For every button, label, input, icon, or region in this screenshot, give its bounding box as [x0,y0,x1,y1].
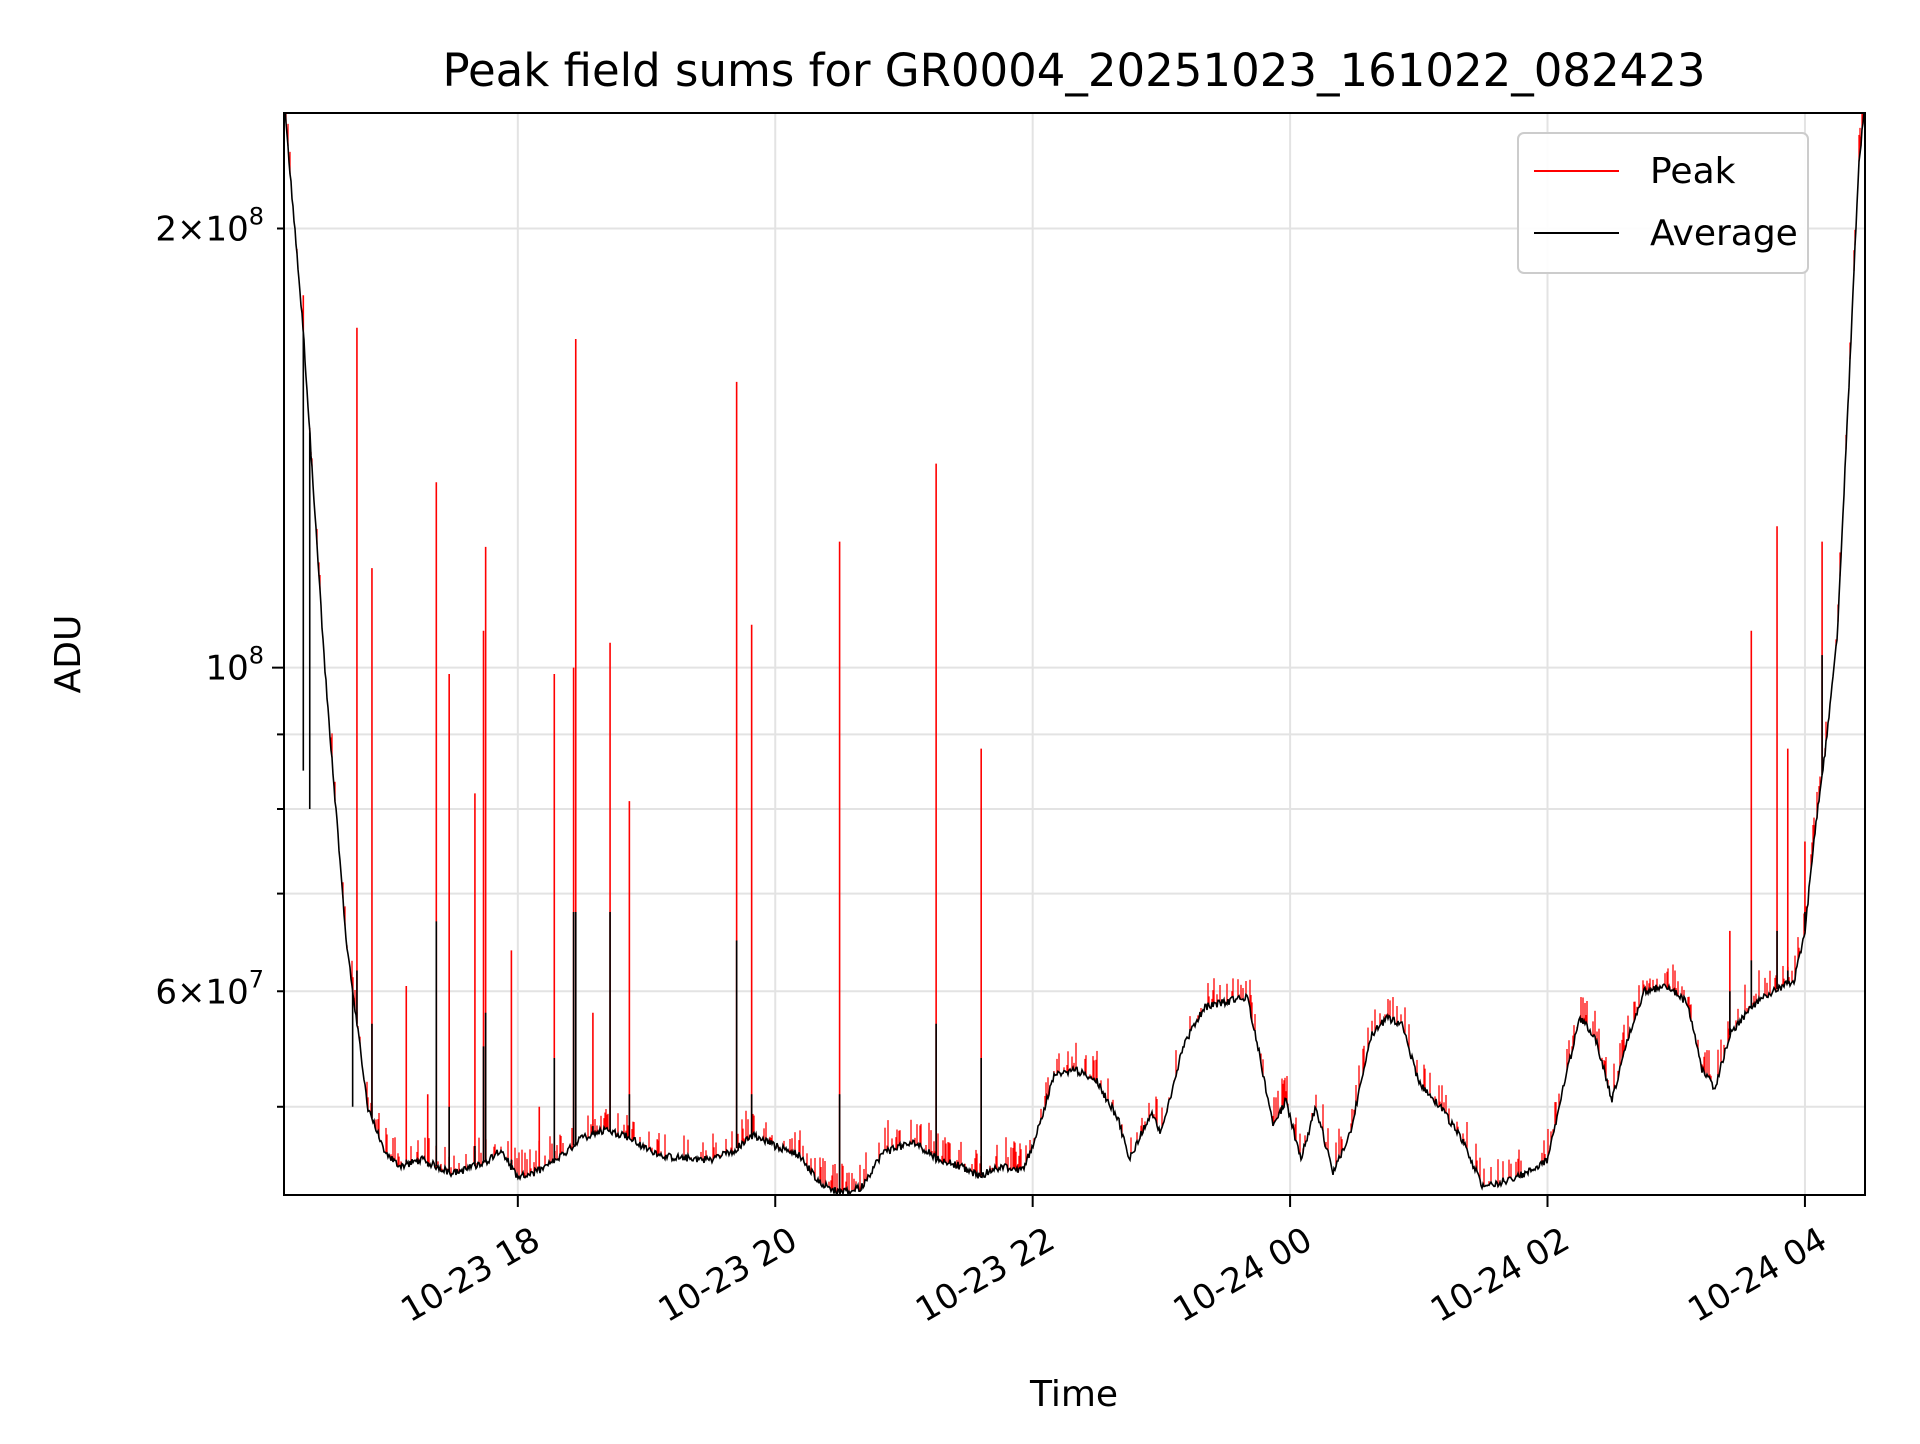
x-tick-label: 10-24 04 [1681,1220,1833,1331]
x-tick-label: 10-23 22 [909,1220,1061,1331]
x-tick-label: 10-24 00 [1167,1220,1319,1331]
x-tick-label: 10-23 20 [652,1220,804,1331]
y-tick-label: 2×108 [155,203,264,250]
average-line-layer [284,113,1865,1195]
y-axis-label: ADU [48,615,89,694]
legend: Peak Average [1517,132,1809,274]
y-ticks: 108 6×107 2×108 [155,203,284,1108]
y-tick-label: 6×107 [155,965,264,1012]
plot-frame [283,112,1866,1196]
x-tick-label: 10-24 02 [1424,1220,1576,1331]
legend-label-average: Average [1650,213,1798,254]
x-ticks: 10-23 18 10-23 20 10-23 22 10-24 00 10-24 02… [394,1195,1834,1331]
legend-box [1517,132,1809,274]
y-tick-label: 108 [205,642,264,689]
average-line [284,113,1865,1195]
x-tick-label: 10-23 18 [394,1220,546,1331]
chart-title: Peak field sums for GR0004_20251023_1610… [442,44,1705,97]
legend-label-peak: Peak [1650,151,1736,192]
x-axis-label: Time [1029,1374,1118,1415]
